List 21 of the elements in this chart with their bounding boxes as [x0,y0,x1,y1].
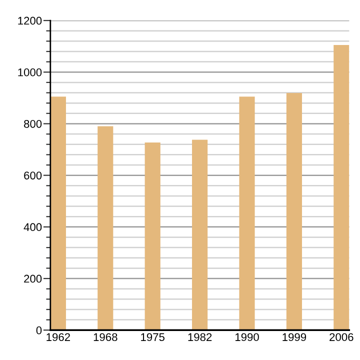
bar [286,93,302,330]
y-tick-label: 600 [24,172,42,180]
y-tick-label: 0 [36,326,42,334]
bar [144,142,160,330]
x-tick-label: 1968 [94,333,118,342]
y-tick-label: 1200 [18,16,42,25]
y-tick-label: 800 [24,120,42,128]
bar [98,126,114,330]
bar [192,140,208,330]
y-tick-label: 200 [24,274,42,283]
bar [239,96,255,330]
x-tick-label: 1975 [141,333,164,342]
bar [50,96,66,330]
x-tick-label: 1990 [235,333,259,342]
x-tick-label: 1962 [46,333,70,342]
y-tick-label: 1000 [18,68,42,76]
x-tick-label: 2006 [330,333,354,342]
x-tick-label: 1982 [188,333,212,342]
x-tick-label: 1999 [282,333,306,342]
y-tick-label: 400 [24,223,42,232]
bar [334,45,350,330]
